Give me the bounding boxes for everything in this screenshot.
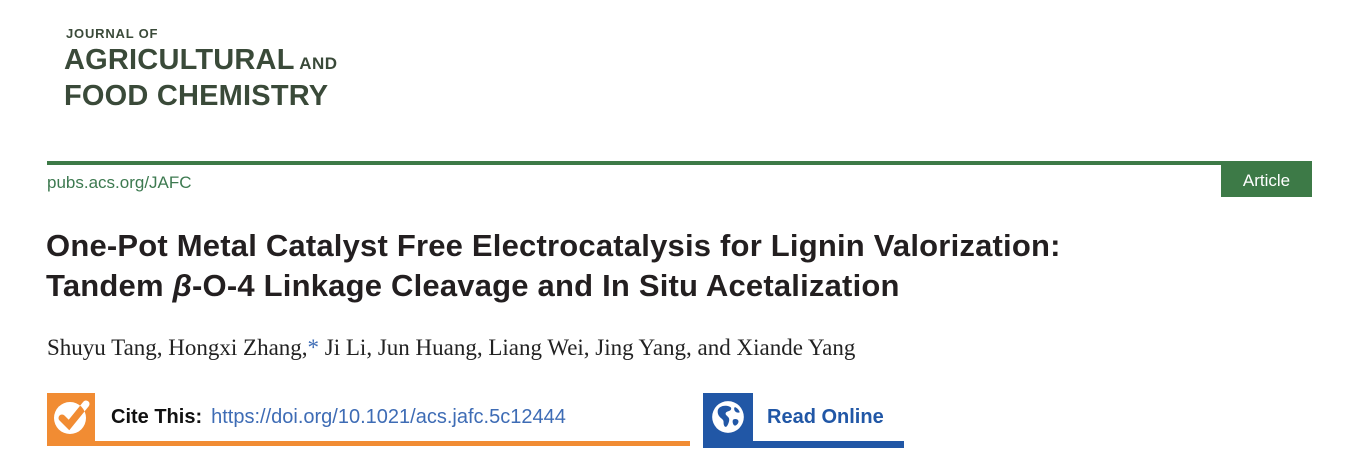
authors-part1: Shuyu Tang, Hongxi Zhang, — [47, 335, 308, 360]
read-online-label: Read Online — [767, 405, 884, 428]
journal-logo-line2: AGRICULTURAL AND — [64, 44, 338, 80]
article-type-badge: Article — [1221, 165, 1312, 197]
read-online-underline-bar — [703, 441, 904, 448]
cite-this-bar: Cite This: https://doi.org/10.1021/acs.j… — [47, 393, 566, 441]
authors-part2: Ji Li, Jun Huang, Liang Wei, Jing Yang, … — [319, 335, 856, 360]
journal-logo: JOURNAL OF AGRICULTURAL AND FOOD CHEMIST… — [64, 26, 338, 112]
author-list: Shuyu Tang, Hongxi Zhang,* Ji Li, Jun Hu… — [47, 334, 1147, 362]
article-title: One-Pot Metal Catalyst Free Electrocatal… — [46, 226, 1316, 306]
cite-this-label: Cite This: — [111, 405, 203, 428]
doi-link[interactable]: https://doi.org/10.1021/acs.jafc.5c12444 — [211, 405, 566, 428]
read-online-button[interactable]: Read Online — [703, 393, 884, 441]
header-divider — [47, 161, 1312, 165]
journal-logo-line2-main: AGRICULTURAL — [64, 44, 295, 76]
corresponding-author-asterisk[interactable]: * — [307, 335, 320, 360]
journal-logo-line3: FOOD CHEMISTRY — [64, 80, 329, 112]
globe-icon — [703, 393, 753, 441]
cite-underline-bar — [47, 441, 690, 446]
check-circle-icon — [47, 393, 95, 441]
article-title-line1: One-Pot Metal Catalyst Free Electrocatal… — [46, 228, 1061, 263]
beta-symbol: β — [172, 268, 193, 303]
journal-logo-line2-suffix: AND — [294, 54, 338, 73]
pubs-site-link[interactable]: pubs.acs.org/JAFC — [47, 173, 192, 192]
article-title-line2: Tandem β-O-4 Linkage Cleavage and In Sit… — [46, 268, 900, 303]
journal-logo-line1: JOURNAL OF — [66, 26, 159, 41]
